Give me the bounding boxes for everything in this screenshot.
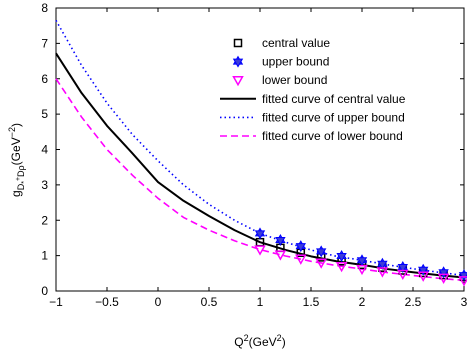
plot-area <box>55 7 465 292</box>
x-axis-label: Q2(GeV2) <box>234 333 285 349</box>
legend-label: fitted curve of central value <box>262 92 406 106</box>
point-lower-bound <box>458 276 467 287</box>
x-axis-label-end: ) <box>282 335 286 349</box>
y-tick-label: 5 <box>41 107 48 121</box>
y-tick-label: 6 <box>41 72 48 86</box>
point-lower-bound <box>315 258 327 269</box>
y-axis-label: gD*+Dρ(GeV−2) <box>7 123 28 197</box>
point-lower-bound <box>376 267 389 278</box>
y-axis-label-subsup: + <box>15 177 22 181</box>
legend-item: fitted curve of upper bound <box>220 110 405 124</box>
point-lower-bound <box>356 264 368 276</box>
legend-item: fitted curve of central value <box>220 92 406 106</box>
x-tick-label: 1 <box>257 295 264 309</box>
legend-item: lower bound <box>232 73 327 87</box>
x-tick-label: 1.5 <box>303 295 320 309</box>
y-axis-label-g: g <box>9 190 23 197</box>
y-axis-label-sub: D <box>16 183 26 190</box>
y-tick-label: 3 <box>41 178 48 192</box>
legend-label: lower bound <box>262 73 327 87</box>
x-axis-label-sup: 2 <box>244 333 249 343</box>
legend-label: upper bound <box>262 55 329 69</box>
markers <box>254 227 467 287</box>
y-tick-label: 2 <box>41 213 48 227</box>
point-upper-bound <box>397 260 408 273</box>
y-tick-label: 7 <box>41 36 48 50</box>
point-upper-bound <box>356 254 368 267</box>
point-lower-bound <box>295 254 307 265</box>
x-tick-label: −0.5 <box>95 295 119 309</box>
y-axis-label-mid: D <box>16 170 26 177</box>
curve-fitted-curve-of-central-value <box>55 52 465 279</box>
point-upper-bound <box>316 245 327 258</box>
x-tick-label: −1 <box>49 295 63 309</box>
x-axis-label-rest: (GeV <box>249 335 277 349</box>
y-axis-label-subsub: * <box>21 181 28 184</box>
curves <box>55 19 465 282</box>
y-axis-label-sup: −2 <box>7 127 17 137</box>
x-tick-label: 3 <box>461 295 467 309</box>
y-tick-label: 4 <box>41 143 48 157</box>
point-upper-bound <box>275 234 286 247</box>
point-upper-bound <box>295 240 306 253</box>
point-lower-bound <box>417 271 429 282</box>
y-axis-label-rho: ρ <box>16 165 26 170</box>
legend-label: central value <box>262 36 330 50</box>
point-lower-bound <box>254 245 266 256</box>
legend: central value upper bound lower bound fitte… <box>220 36 406 143</box>
y-axis-label-end: ) <box>9 123 23 127</box>
legend-marker-triangle-down <box>232 75 244 87</box>
y-axis-label-rest: (GeV <box>9 137 23 165</box>
x-tick-label: 2 <box>359 295 366 309</box>
point-lower-bound <box>437 273 450 284</box>
y-tick-label: 8 <box>41 1 48 15</box>
legend-marker-square <box>233 38 243 48</box>
point-upper-bound <box>377 257 388 270</box>
point-lower-bound <box>397 269 409 281</box>
legend-label: fitted curve of lower bound <box>262 129 403 143</box>
point-upper-bound <box>254 227 266 240</box>
curve-fitted-curve-of-lower-bound <box>55 78 465 282</box>
point-upper-bound <box>336 249 347 262</box>
legend-marker-hexagram <box>232 55 244 68</box>
legend-item: upper bound <box>232 55 329 69</box>
legend-item: central value <box>233 36 330 50</box>
y-tick-label: 0 <box>41 284 48 298</box>
x-tick-label: 0.5 <box>201 295 218 309</box>
legend-label: fitted curve of upper bound <box>262 110 405 124</box>
x-tick-label: 0 <box>155 295 162 309</box>
y-tick-label: 1 <box>41 249 48 263</box>
legend-item: fitted curve of lower bound <box>220 129 403 143</box>
x-axis-label-base: Q <box>234 335 243 349</box>
ticks: −1 −0.5 0 0.5 1 1.5 2 2.5 3 0 1 2 3 4 5 6 7 8 <box>41 1 467 309</box>
point-lower-bound <box>274 250 287 261</box>
point-lower-bound <box>335 261 348 273</box>
x-tick-label: 2.5 <box>405 295 422 309</box>
x-axis-label-sup2: 2 <box>277 333 282 343</box>
